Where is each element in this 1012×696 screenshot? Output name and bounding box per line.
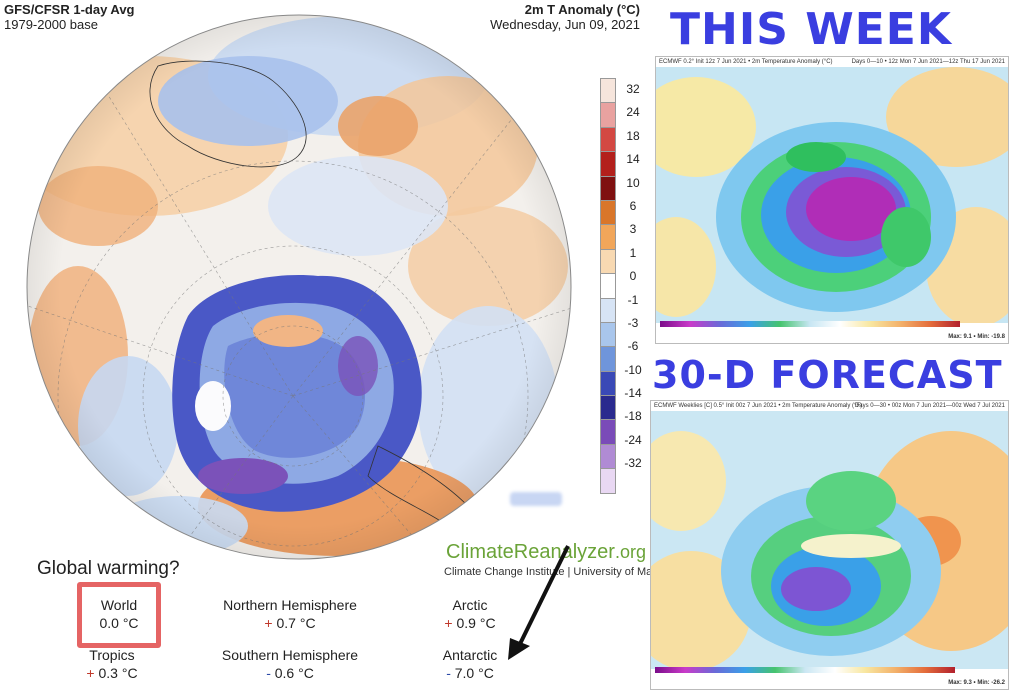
legend-swatch bbox=[600, 321, 616, 347]
map-date: Wednesday, Jun 09, 2021 bbox=[490, 17, 640, 32]
legend-label: -32 bbox=[624, 456, 642, 471]
globe-map bbox=[26, 14, 572, 560]
legend-swatch bbox=[600, 126, 616, 152]
legend-label: -1 bbox=[627, 292, 639, 307]
stat-antarctic-sign: - bbox=[446, 665, 451, 681]
stat-antarctic: Antarctic - 7.0 °C bbox=[420, 646, 520, 682]
bottom-map-field bbox=[651, 411, 1008, 669]
legend-swatch bbox=[600, 395, 616, 420]
stat-antarctic-label: Antarctic bbox=[442, 647, 498, 663]
stat-sh-label: Southern Hemisphere bbox=[221, 647, 359, 663]
legend-swatch bbox=[600, 346, 616, 371]
bottom-map-colorbar bbox=[655, 667, 955, 673]
stat-arctic: Arctic + 0.9 °C bbox=[420, 596, 520, 632]
map-title-left: GFS/CFSR 1-day Avg 1979-2000 base bbox=[4, 2, 135, 32]
model-title: GFS/CFSR 1-day Avg bbox=[4, 2, 135, 17]
world-highlight-box bbox=[77, 582, 161, 648]
stat-arctic-label: Arctic bbox=[452, 597, 488, 613]
legend-swatch bbox=[600, 248, 616, 274]
stat-nh-label: Northern Hemisphere bbox=[223, 597, 357, 613]
heading-30d-forecast: 30-D FORECAST bbox=[652, 353, 1003, 397]
global-warming-annotation: Global warming? bbox=[37, 558, 180, 579]
stat-world-value: 0.0 °C bbox=[99, 615, 139, 631]
arrow-annotation bbox=[508, 545, 570, 660]
legend-label: 1 bbox=[629, 245, 637, 260]
legend-label: -6 bbox=[627, 339, 639, 354]
legend-label: 18 bbox=[626, 128, 640, 143]
stat-antarctic-value: 7.0 °C bbox=[454, 665, 494, 681]
legend-label: 10 bbox=[626, 175, 640, 190]
legend-swatch bbox=[600, 199, 616, 225]
legend-label: 3 bbox=[629, 222, 637, 237]
variable-title: 2m T Anomaly (°C) bbox=[524, 2, 640, 17]
stat-sh: Southern Hemisphere - 0.6 °C bbox=[200, 646, 380, 682]
stat-world-label: World bbox=[100, 597, 138, 613]
legend-swatch bbox=[600, 175, 616, 200]
legend-swatch bbox=[600, 297, 616, 322]
stat-tropics-sign: + bbox=[86, 665, 95, 681]
legend-swatch bbox=[600, 224, 616, 249]
top-map-footer: Max: 9.1 • Min: -19.8 bbox=[948, 334, 1005, 340]
legend-label: -18 bbox=[624, 409, 642, 424]
top-map-field bbox=[656, 67, 1008, 323]
legend-swatch bbox=[600, 419, 616, 444]
stat-arctic-sign: + bbox=[444, 615, 453, 631]
top-map-colorbar bbox=[660, 321, 960, 327]
legend-swatch bbox=[600, 468, 616, 494]
top-map-header-right: Days 0—10 • 12z Mon 7 Jun 2021—12z Thu 1… bbox=[851, 59, 1005, 65]
bottom-map-footer: Max: 9.3 • Min: -26.2 bbox=[948, 680, 1005, 686]
legend-swatch bbox=[600, 151, 616, 176]
legend-label: -3 bbox=[627, 315, 639, 330]
blurred-mark bbox=[510, 492, 562, 506]
legend-swatch bbox=[600, 78, 616, 103]
legend-swatch bbox=[600, 443, 616, 469]
stat-arctic-value: 0.9 °C bbox=[456, 615, 496, 631]
legend-label: 24 bbox=[626, 105, 640, 120]
temperature-color-legend bbox=[600, 78, 616, 494]
logo-text: ClimateReanalyzer bbox=[446, 541, 615, 563]
top-map-header-left: ECMWF 0.2° Init 12z 7 Jun 2021 • 2m Temp… bbox=[659, 59, 833, 65]
logo-suffix: .org bbox=[614, 542, 646, 562]
climate-reanalyzer-logo: ClimateReanalyzer.org bbox=[446, 541, 646, 564]
map-title-right: 2m T Anomaly (°C) Wednesday, Jun 09, 202… bbox=[440, 2, 640, 32]
this-week-map: ECMWF 0.2° Init 12z 7 Jun 2021 • 2m Temp… bbox=[655, 56, 1009, 344]
legend-labels: 32 24 18 14 10 6 3 1 0 -1 -3 -6 -10 -14 -18 -24 -32 bbox=[620, 82, 646, 480]
legend-swatch bbox=[600, 273, 616, 298]
stat-tropics-value: 0.3 °C bbox=[98, 665, 138, 681]
base-period: 1979-2000 base bbox=[4, 17, 98, 32]
legend-label: 32 bbox=[626, 82, 640, 96]
legend-label: 14 bbox=[626, 152, 640, 167]
stat-tropics-label: Tropics bbox=[89, 647, 135, 663]
legend-label: -14 bbox=[624, 386, 642, 401]
stat-nh-value: 0.7 °C bbox=[276, 615, 316, 631]
bottom-map-header-left: ECMWF Weeklies [C] 0.5° Init 00z 7 Jun 2… bbox=[654, 403, 863, 409]
stat-tropics: Tropics + 0.3 °C bbox=[62, 646, 162, 682]
legend-label: 6 bbox=[629, 198, 637, 213]
heading-this-week: THIS WEEK bbox=[670, 4, 952, 55]
forecast-map: ECMWF Weeklies [C] 0.5° Init 00z 7 Jun 2… bbox=[650, 400, 1009, 690]
bottom-map-header-right: Days 0—30 • 00z Mon 7 Jun 2021—00z Wed 7… bbox=[854, 403, 1005, 409]
legend-label: -10 bbox=[624, 362, 642, 377]
legend-swatch bbox=[600, 102, 616, 127]
stat-nh-sign: + bbox=[264, 615, 273, 631]
legend-swatch bbox=[600, 370, 616, 396]
stat-world: World 0.0 °C bbox=[82, 596, 156, 632]
stat-sh-value: 0.6 °C bbox=[274, 665, 314, 681]
legend-label: 0 bbox=[629, 269, 637, 284]
stat-sh-sign: - bbox=[266, 665, 271, 681]
legend-label: -24 bbox=[624, 432, 642, 447]
stat-nh: Northern Hemisphere + 0.7 °C bbox=[200, 596, 380, 632]
